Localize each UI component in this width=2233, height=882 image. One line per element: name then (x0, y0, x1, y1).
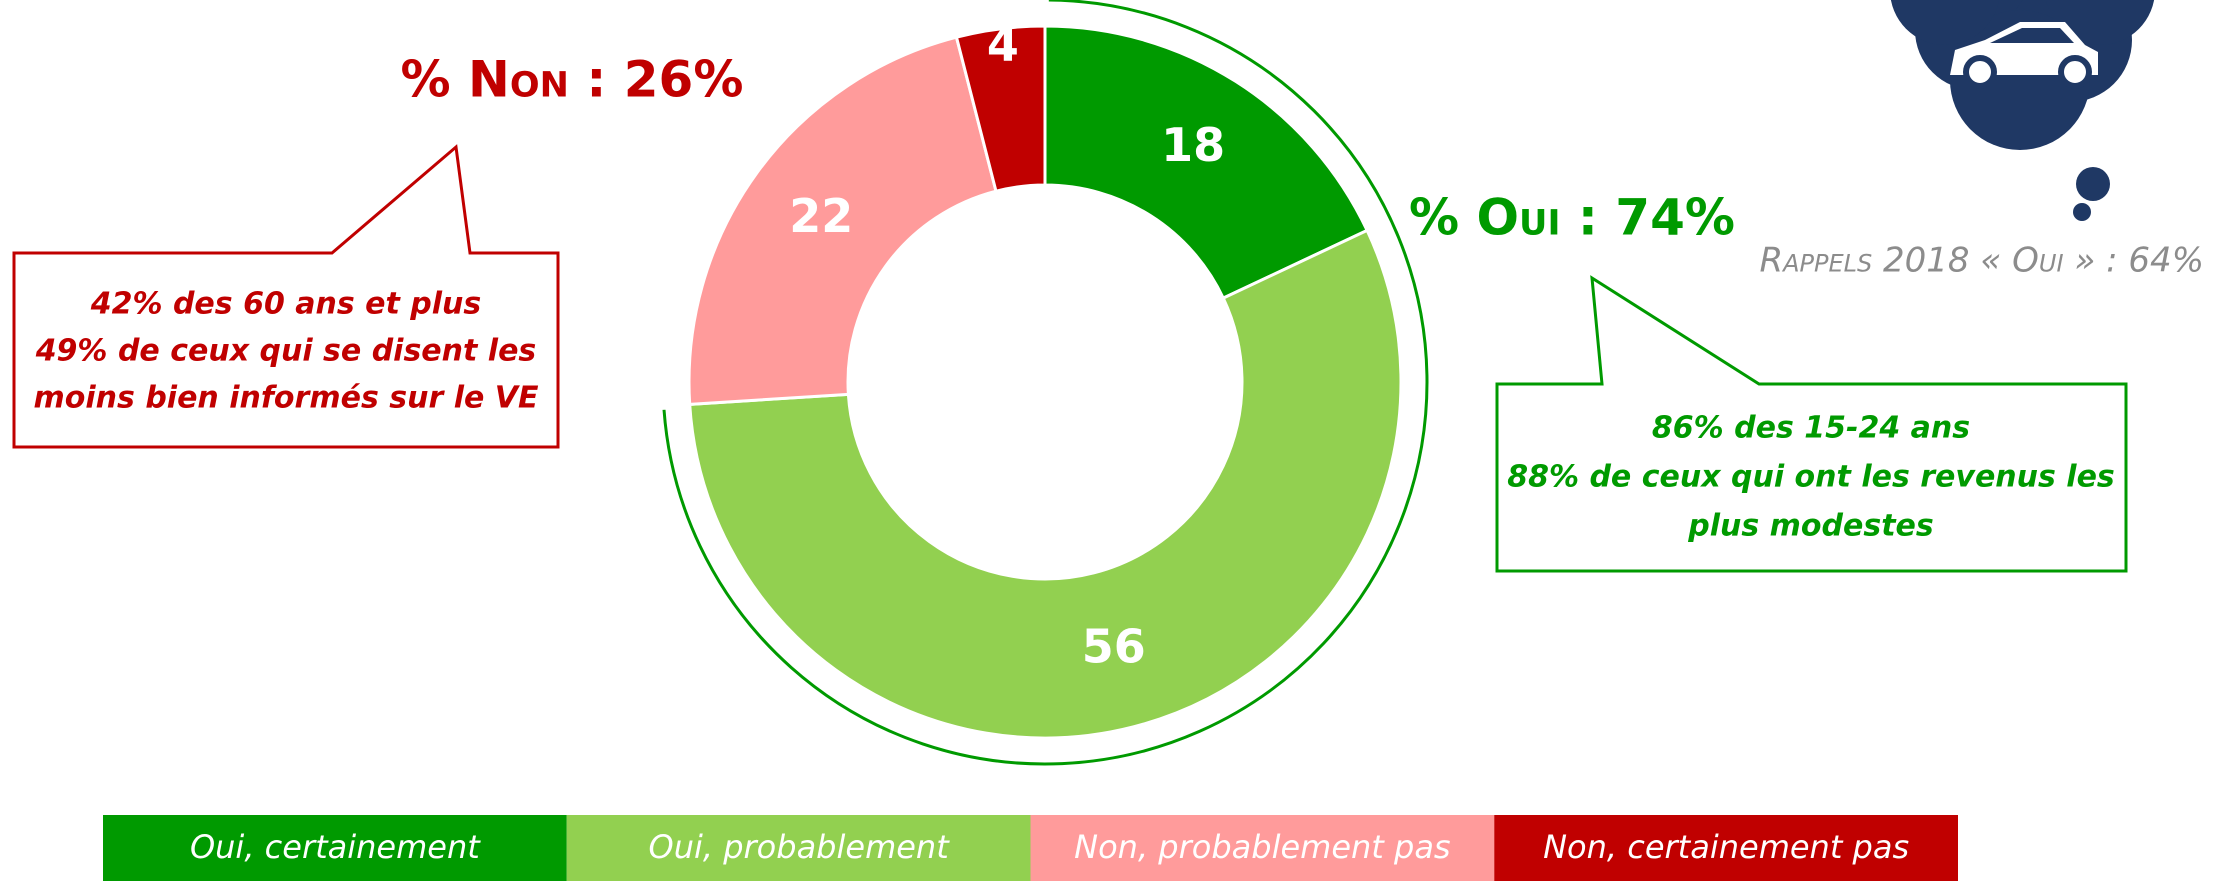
oui-callout-line: plus modestes (1687, 509, 1934, 544)
oui-total: % Oui : 74% (1409, 189, 1735, 247)
legend-label: Non, certainement pas (1543, 828, 1909, 866)
legend-swatch (103, 815, 567, 881)
data-label: 18 (1161, 118, 1225, 172)
data-label: 4 (987, 18, 1019, 72)
oui-callout-line: 88% de ceux qui ont les revenus les (1507, 460, 2115, 495)
oui-callout-line: 86% des 15-24 ans (1652, 411, 1970, 446)
data-label: 22 (789, 189, 853, 243)
recall: Rappels 2018 « Oui » : 64% (1759, 241, 2204, 281)
legend-swatch (1494, 815, 1958, 881)
donut-segment (1043, 24, 1370, 301)
legend-label: Oui, certainement (190, 828, 481, 866)
non-callout-line: 42% des 60 ans et plus (90, 287, 482, 322)
donut-segment (687, 35, 998, 406)
oui-callout-box (1495, 275, 2128, 573)
thought-bubble (1890, 0, 2155, 221)
non-total: % Non : 26% (401, 51, 744, 109)
donut-segment (688, 228, 1403, 740)
legend-swatch (566, 815, 1031, 881)
non-callout-line: 49% de ceux qui se disent les (35, 334, 537, 369)
legend-label: Non, probablement pas (1074, 828, 1450, 866)
donut-segment (954, 24, 1047, 194)
data-label: 56 (1082, 619, 1146, 673)
legend-label: Oui, probablement (649, 828, 951, 866)
legend-swatch (1030, 815, 1495, 881)
non-callout-line: moins bien informés sur le VE (34, 381, 539, 416)
non-callout-box (12, 144, 560, 449)
oui-arc (662, 0, 1429, 766)
